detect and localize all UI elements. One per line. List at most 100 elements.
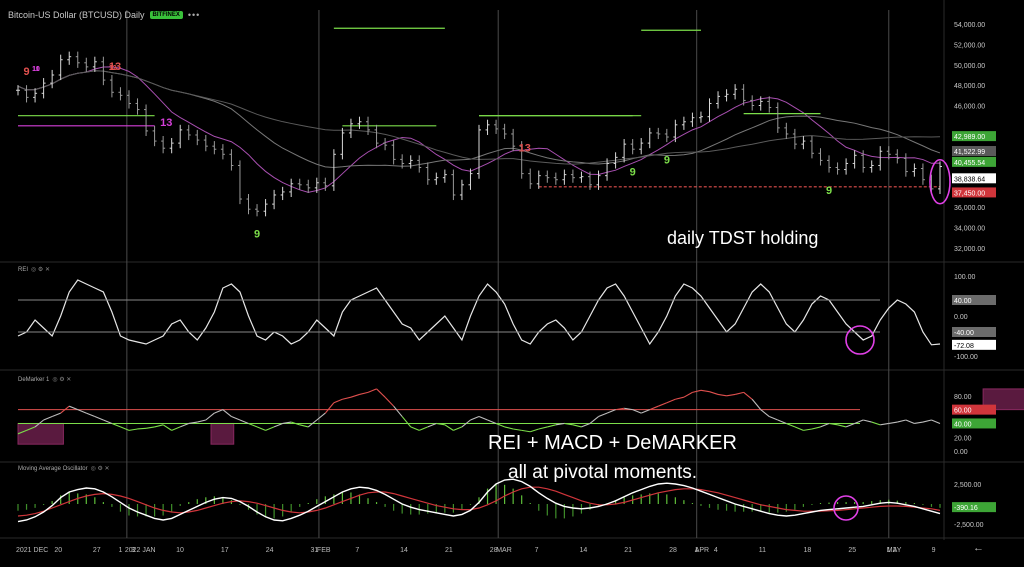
- price-bar: [502, 123, 507, 140]
- price-bar: [374, 124, 379, 149]
- demarker-segment: [538, 426, 548, 430]
- price-bar: [477, 124, 481, 179]
- demarker-pane-label: DeMarker 1 ◎ ⚙ ✕: [18, 376, 72, 384]
- price-bar: [605, 158, 610, 181]
- price-bar: [237, 160, 242, 205]
- price-bar: [878, 146, 883, 171]
- demarker-settings-icons[interactable]: ◎ ⚙ ✕: [52, 377, 72, 383]
- price-tag-label: 41,522.99: [954, 149, 985, 156]
- price-bar: [263, 199, 268, 217]
- price-bar: [664, 128, 669, 143]
- price-bar: [16, 85, 20, 96]
- demarker-segment: [393, 405, 403, 417]
- price-bar: [67, 51, 72, 65]
- price-bar: [229, 149, 234, 171]
- demarker-segment: [359, 391, 369, 395]
- rei-pane-label: REI ◎ ⚙ ✕: [18, 266, 50, 274]
- demarker-segment: [94, 416, 104, 421]
- demarker-segment: [86, 412, 96, 418]
- mao-settings-icons[interactable]: ◎ ⚙ ✕: [90, 466, 110, 472]
- demarker-segment: [367, 388, 377, 393]
- demarker-segment: [863, 419, 872, 423]
- demarker-tag: [952, 418, 996, 429]
- price-bar: [84, 57, 89, 72]
- price-bar: [741, 84, 746, 106]
- price-bar: [579, 171, 584, 183]
- rei-label: REI: [18, 266, 29, 273]
- demarker-axis-tick: 80.00: [954, 394, 972, 401]
- price-bar: [434, 172, 439, 185]
- demarker-segment: [324, 402, 335, 414]
- price-bar: [852, 150, 857, 169]
- chart-header: Bitcoin-US Dollar (BTCUSD) Daily BITFINE…: [8, 10, 200, 20]
- demarker-segment: [333, 398, 343, 404]
- demarker-segment: [521, 429, 531, 433]
- demarker-segment: [828, 422, 838, 426]
- price-bar: [639, 138, 644, 155]
- demarker-segment: [598, 412, 608, 418]
- scroll-back-icon[interactable]: ←: [973, 542, 984, 554]
- price-bar: [383, 138, 388, 151]
- price-bar: [220, 144, 225, 160]
- td-setup-label: 9: [630, 167, 636, 179]
- demarker-segment: [666, 398, 676, 404]
- demarker-segment: [794, 426, 804, 431]
- rei-settings-icons[interactable]: ◎ ⚙ ✕: [31, 267, 50, 273]
- td-setup-label: 9: [24, 66, 30, 78]
- td-setup-label: 9: [664, 154, 670, 166]
- demarker-segment: [342, 396, 352, 400]
- demarker-segment: [316, 412, 326, 421]
- price-bar: [24, 85, 29, 103]
- price-bar: [459, 179, 464, 201]
- demarker-segment: [128, 428, 138, 431]
- price-bar: [690, 112, 695, 127]
- demarker-segment: [769, 416, 779, 421]
- more-menu-icon[interactable]: •••: [187, 10, 201, 20]
- price-bar: [801, 136, 806, 150]
- demarker-segment: [632, 409, 642, 414]
- price-bar: [451, 169, 456, 201]
- price-tag-label: 42,989.00: [954, 134, 985, 141]
- demarker-segment: [495, 422, 505, 428]
- demarker-axis-tick: 0.00: [954, 449, 968, 456]
- price-bar: [622, 139, 627, 163]
- demarker-segment: [188, 421, 198, 424]
- x-axis-tick: 18: [804, 547, 812, 554]
- price-bar: [809, 136, 814, 159]
- price-bar: [895, 149, 900, 164]
- price-bar: [656, 127, 661, 140]
- price-bar: [468, 168, 473, 190]
- price-bar: [58, 54, 63, 81]
- demarker-segment: [154, 424, 164, 428]
- price-bar: [827, 155, 832, 173]
- x-axis-tick: 1: [695, 547, 699, 554]
- demarker-segment: [17, 429, 27, 435]
- x-axis-tick: APR: [695, 547, 709, 554]
- x-axis-tick: 3: [131, 547, 135, 554]
- price-tag: [952, 146, 996, 157]
- price-bar: [587, 171, 592, 190]
- demarker-segment: [811, 426, 821, 430]
- demarker-segment: [683, 391, 693, 398]
- demarker-segment: [564, 422, 573, 426]
- price-bar: [707, 98, 712, 122]
- price-bar: [186, 124, 191, 141]
- highlight-circle: [845, 325, 875, 355]
- mao-tag: [952, 502, 996, 513]
- x-axis-tick: 21: [445, 547, 453, 554]
- rei-tag: [952, 339, 996, 350]
- price-bar: [212, 141, 217, 155]
- x-axis-tick: 25: [848, 547, 856, 554]
- x-axis-tick: MAR: [496, 547, 512, 554]
- demarker-segment: [820, 422, 830, 428]
- demarker-segment: [845, 422, 855, 428]
- demarker-segment: [751, 398, 762, 410]
- demarker-segment: [555, 422, 565, 426]
- price-bar: [366, 116, 371, 135]
- price-bar: [630, 139, 635, 155]
- price-tag-label: 40,455.54: [954, 160, 985, 167]
- price-bar: [178, 124, 183, 149]
- demarker-segment: [649, 405, 659, 411]
- demarker-segment: [914, 421, 924, 424]
